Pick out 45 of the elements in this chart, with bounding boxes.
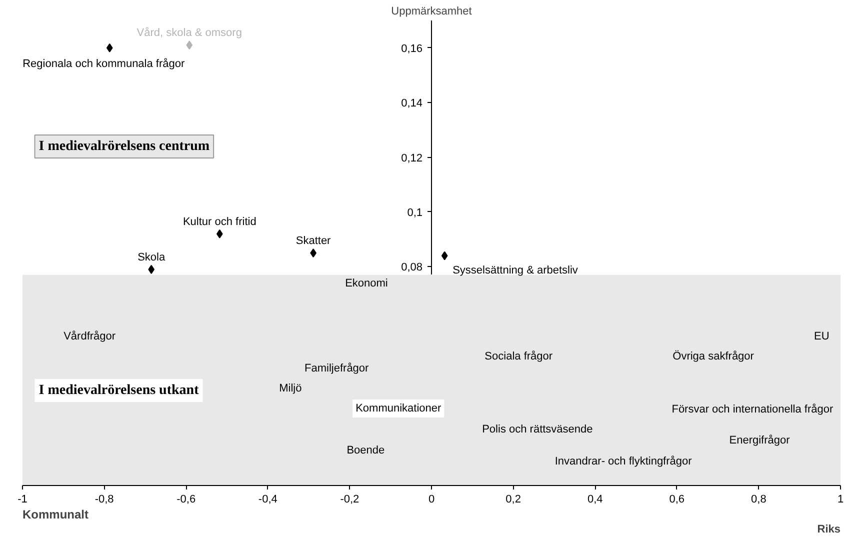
- annotation: Ekonomi: [345, 278, 388, 290]
- annotation: Övriga sakfrågor: [672, 350, 754, 362]
- annotation: Familjefrågor: [304, 362, 370, 374]
- annotation: Vårdfrågor: [64, 330, 116, 342]
- x-tick-label: 0,4: [587, 494, 603, 506]
- point: [106, 43, 113, 52]
- point: [310, 248, 316, 258]
- text: Riks: [817, 524, 841, 536]
- series-label: Skatter: [296, 235, 332, 247]
- y-tick-label: 0,16: [401, 42, 423, 55]
- y-tick-label: 0,08: [401, 262, 423, 274]
- series-label: Regionala och kommunala frågor: [22, 58, 185, 70]
- x-axis-title: Kommunalt: [22, 508, 89, 522]
- y-tick-label: 0,14: [401, 98, 423, 110]
- annotation: EU: [814, 330, 830, 342]
- x-tick-label: -0,8: [94, 494, 114, 506]
- point: [186, 40, 193, 50]
- annotation: Sociala frågor: [484, 350, 553, 362]
- annotation: Kommunikationer: [356, 402, 442, 414]
- annotation: Invandrar- och flyktingfrågor: [554, 456, 692, 468]
- x-tick-label: 0: [428, 494, 435, 506]
- series-label: Kultur och fritid: [182, 216, 256, 228]
- x-tick-label: 0,8: [751, 494, 766, 506]
- point: [216, 229, 223, 238]
- y-tick-label: 0,12: [401, 152, 423, 164]
- annotation: Polis och rättsväsende: [482, 424, 593, 436]
- x-tick-label: -0,4: [258, 494, 278, 506]
- annotation: I medievalrörelsens centrum: [38, 139, 210, 154]
- series-label: Skola: [138, 251, 166, 264]
- series-label: Vård, skola & omsorg: [136, 27, 242, 40]
- annotation: I medievalrörelsens utkant: [38, 383, 200, 398]
- x-tick-label: 0,2: [506, 494, 521, 506]
- annotation: Försvar och internationella frågor: [672, 404, 834, 416]
- y-tick-label: 0,1: [407, 206, 423, 219]
- x-tick-label: -0,2: [340, 494, 360, 506]
- x-tick-label: 0,6: [669, 494, 685, 506]
- point: [441, 251, 448, 260]
- y-axis-title: Uppmärksamhet: [391, 6, 472, 18]
- annotation: Energifrågor: [729, 434, 790, 446]
- annotation: Miljö: [279, 382, 302, 394]
- x-tick-label: -0,6: [176, 494, 196, 506]
- series-label: Sysselsättning & arbetsliv: [452, 264, 578, 277]
- x-tick-label: 1: [837, 494, 844, 506]
- x-tick-label: -1: [18, 494, 28, 506]
- annotation: Boende: [346, 444, 385, 456]
